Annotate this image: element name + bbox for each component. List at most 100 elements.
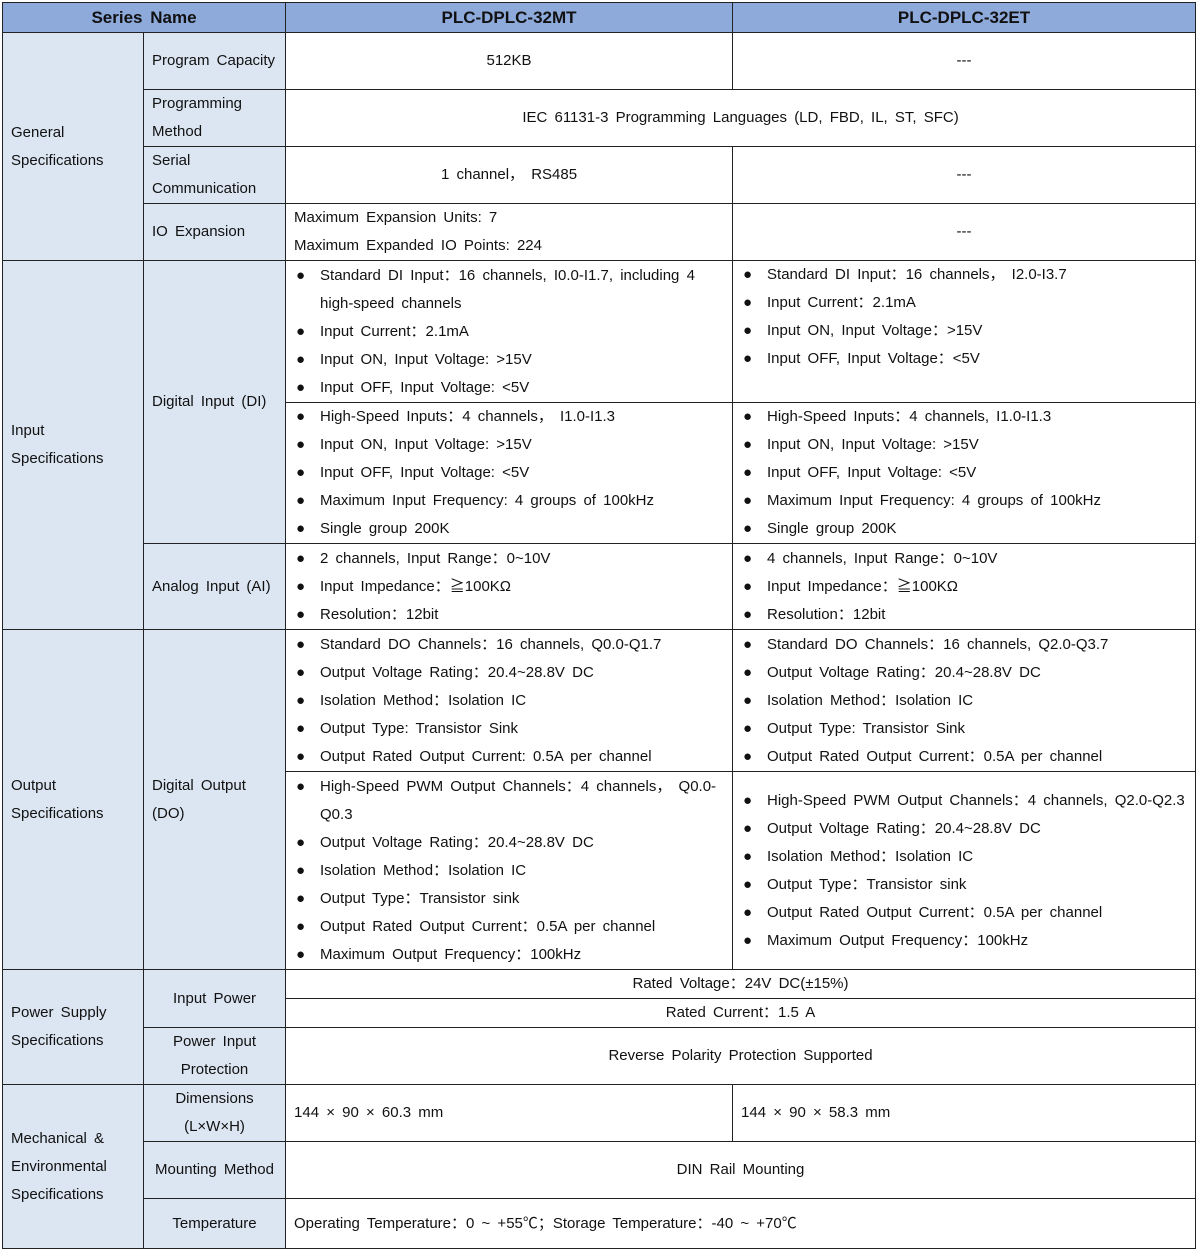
label-temperature: Temperature <box>142 1198 287 1249</box>
bullet-item: Input Current：2.1mA <box>294 318 724 346</box>
bullet-list: 2 channels, Input Range：0~10VInput Imped… <box>294 545 724 629</box>
io-expansion-line: Maximum Expanded IO Points: 224 <box>294 237 542 254</box>
io-expansion-a: Maximum Expansion Units: 7 Maximum Expan… <box>285 203 734 261</box>
program-capacity-b: --- <box>732 32 1197 90</box>
bullet-item: Standard DI Input：16 channels, I0.0-I1.7… <box>294 262 724 318</box>
label-programming-method: Programming Method <box>142 89 287 147</box>
bullet-item: Output Type: Transistor Sink <box>741 715 1187 743</box>
bullet-item: Isolation Method：Isolation IC <box>741 843 1187 871</box>
header-series-name: Series Name <box>1 2 287 33</box>
bullet-item: High-Speed PWM Output Channels：4 channel… <box>741 787 1187 815</box>
bullet-item: Input ON, Input Voltage: >15V <box>294 431 724 459</box>
bullet-item: Output Type: Transistor Sink <box>294 715 724 743</box>
bullet-item: Input ON, Input Voltage: >15V <box>294 346 724 374</box>
di-highspeed-a: High-Speed Inputs：4 channels， I1.0-I1.3I… <box>285 402 734 544</box>
bullet-item: High-Speed PWM Output Channels：4 channel… <box>294 773 724 829</box>
label-io-expansion: IO Expansion <box>142 203 287 261</box>
category-power: Power Supply Specifications <box>2 969 144 1085</box>
rated-current: Rated Current：1.5 A <box>285 998 1197 1028</box>
ai-a: 2 channels, Input Range：0~10VInput Imped… <box>285 543 734 630</box>
label-power-protection: Power Input Protection <box>142 1027 287 1085</box>
bullet-item: 4 channels, Input Range：0~10V <box>741 545 1187 573</box>
do-pwm-a: High-Speed PWM Output Channels：4 channel… <box>285 771 734 970</box>
do-standard-a: Standard DO Channels：16 channels, Q0.0-Q… <box>285 629 734 772</box>
di-standard-b: Standard DI Input：16 channels， I2.0-I3.7… <box>732 260 1197 403</box>
serial-communication-a: 1 channel， RS485 <box>285 146 734 204</box>
bullet-item: Isolation Method：Isolation IC <box>294 687 724 715</box>
bullet-list: Standard DI Input：16 channels， I2.0-I3.7… <box>741 261 1187 373</box>
bullet-list: Standard DO Channels：16 channels, Q0.0-Q… <box>294 631 724 771</box>
bullet-item: Output Rated Output Current：0.5A per cha… <box>741 899 1187 927</box>
category-output: Output Specifications <box>2 629 144 970</box>
bullet-list: High-Speed PWM Output Channels：4 channel… <box>294 773 724 969</box>
bullet-item: Standard DI Input：16 channels， I2.0-I3.7 <box>741 261 1187 289</box>
bullet-item: Output Voltage Rating：20.4~28.8V DC <box>741 659 1187 687</box>
dimensions-b: 144 × 90 × 58.3 mm <box>732 1084 1197 1142</box>
header-model-a: PLC-DPLC-32MT <box>285 2 734 33</box>
bullet-item: Output Rated Output Current：0.5A per cha… <box>741 743 1187 771</box>
do-standard-b: Standard DO Channels：16 channels, Q2.0-Q… <box>732 629 1197 772</box>
bullet-item: Output Voltage Rating：20.4~28.8V DC <box>294 659 724 687</box>
io-expansion-b: --- <box>732 203 1197 261</box>
bullet-list: High-Speed PWM Output Channels：4 channel… <box>741 787 1187 955</box>
serial-communication-b: --- <box>732 146 1197 204</box>
bullet-item: Single group 200K <box>741 515 1187 543</box>
power-protection-value: Reverse Polarity Protection Supported <box>285 1027 1197 1085</box>
label-program-capacity: Program Capacity <box>142 32 287 90</box>
bullet-item: Output Voltage Rating：20.4~28.8V DC <box>741 815 1187 843</box>
bullet-list: High-Speed Inputs：4 channels, I1.0-I1.3I… <box>741 403 1187 543</box>
ai-b: 4 channels, Input Range：0~10VInput Imped… <box>732 543 1197 630</box>
program-capacity-a: 512KB <box>285 32 734 90</box>
category-mechanical: Mechanical & Environmental Specification… <box>2 1084 144 1249</box>
di-highspeed-b: High-Speed Inputs：4 channels, I1.0-I1.3I… <box>732 402 1197 544</box>
label-serial-communication: Serial Communication <box>142 146 287 204</box>
bullet-item: Standard DO Channels：16 channels, Q0.0-Q… <box>294 631 724 659</box>
bullet-item: Resolution：12bit <box>294 601 724 629</box>
category-general: General Specifications <box>2 32 144 261</box>
bullet-list: Standard DI Input：16 channels, I0.0-I1.7… <box>294 262 724 402</box>
bullet-item: Input ON, Input Voltage: >15V <box>741 431 1187 459</box>
category-input: Input Specifications <box>2 260 144 630</box>
bullet-item: Isolation Method：Isolation IC <box>294 857 724 885</box>
dimensions-a: 144 × 90 × 60.3 mm <box>285 1084 734 1142</box>
bullet-item: Input OFF, Input Voltage: <5V <box>741 459 1187 487</box>
bullet-list: High-Speed Inputs：4 channels， I1.0-I1.3I… <box>294 403 724 543</box>
label-mounting: Mounting Method <box>142 1141 287 1199</box>
header-row: Series Name PLC-DPLC-32MT PLC-DPLC-32ET <box>1 2 1197 33</box>
bullet-item: Isolation Method：Isolation IC <box>741 687 1187 715</box>
header-model-b: PLC-DPLC-32ET <box>732 2 1197 33</box>
bullet-item: Input Current：2.1mA <box>741 289 1187 317</box>
bullet-item: Output Voltage Rating：20.4~28.8V DC <box>294 829 724 857</box>
label-analog-input: Analog Input (AI) <box>142 543 287 630</box>
io-expansion-line: Maximum Expansion Units: 7 <box>294 209 498 226</box>
bullet-item: Output Type：Transistor sink <box>741 871 1187 899</box>
bullet-item: Input Impedance：≧100KΩ <box>294 573 724 601</box>
bullet-item: Input OFF, Input Voltage：<5V <box>741 345 1187 373</box>
bullet-item: 2 channels, Input Range：0~10V <box>294 545 724 573</box>
programming-method-value: IEC 61131-3 Programming Languages (LD, F… <box>285 89 1197 147</box>
bullet-item: High-Speed Inputs：4 channels， I1.0-I1.3 <box>294 403 724 431</box>
bullet-item: Input OFF, Input Voltage: <5V <box>294 459 724 487</box>
bullet-item: Maximum Input Frequency: 4 groups of 100… <box>294 487 724 515</box>
label-dimensions: Dimensions (L×W×H) <box>142 1084 287 1142</box>
bullet-item: Output Rated Output Current：0.5A per cha… <box>294 913 724 941</box>
bullet-item: Maximum Input Frequency: 4 groups of 100… <box>741 487 1187 515</box>
bullet-item: Output Rated Output Current: 0.5A per ch… <box>294 743 724 771</box>
do-pwm-b: High-Speed PWM Output Channels：4 channel… <box>732 771 1197 970</box>
temperature-value: Operating Temperature：0 ~ +55℃；Storage T… <box>285 1198 1197 1249</box>
bullet-item: Output Type：Transistor sink <box>294 885 724 913</box>
mounting-value: DIN Rail Mounting <box>285 1141 1197 1199</box>
bullet-item: Resolution：12bit <box>741 601 1187 629</box>
bullet-item: Maximum Output Frequency：100kHz <box>294 941 724 969</box>
bullet-item: Input Impedance：≧100KΩ <box>741 573 1187 601</box>
bullet-item: Maximum Output Frequency：100kHz <box>741 927 1187 955</box>
label-digital-output: Digital Output (DO) <box>142 629 287 970</box>
bullet-item: Input ON, Input Voltage：>15V <box>741 317 1187 345</box>
bullet-item: Input OFF, Input Voltage: <5V <box>294 374 724 402</box>
label-input-power: Input Power <box>142 969 287 1028</box>
bullet-item: High-Speed Inputs：4 channels, I1.0-I1.3 <box>741 403 1187 431</box>
bullet-list: 4 channels, Input Range：0~10VInput Imped… <box>741 545 1187 629</box>
label-digital-input: Digital Input (DI) <box>142 260 287 544</box>
bullet-item: Single group 200K <box>294 515 724 543</box>
